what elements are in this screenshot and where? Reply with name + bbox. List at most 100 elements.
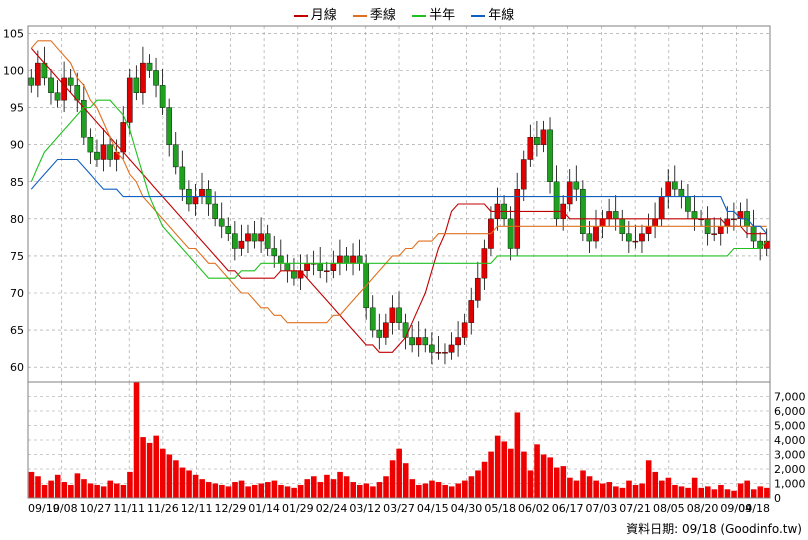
candle-body: [429, 344, 435, 353]
candle-body: [547, 129, 553, 182]
volume-bar: [219, 484, 225, 498]
candle-body: [455, 337, 461, 346]
volume-bar: [639, 483, 645, 498]
candle-body: [291, 270, 297, 279]
legend-label-halfyear: 半年: [429, 8, 456, 23]
volume-bar: [613, 486, 619, 498]
volume-bar: [179, 467, 186, 498]
candle-body: [599, 218, 606, 227]
candle-body: [28, 77, 35, 86]
candle-body: [383, 322, 389, 338]
date-tick-label: 08/20: [687, 502, 719, 515]
candle-body: [264, 233, 271, 249]
candle-body: [389, 307, 396, 323]
price-tick-label: 85: [10, 176, 24, 189]
volume-bar: [645, 460, 652, 498]
volume-bar: [757, 486, 764, 498]
candle-body: [350, 255, 356, 264]
volume-bar: [468, 476, 475, 498]
volume-bar: [429, 480, 435, 498]
volume-bar: [186, 470, 192, 498]
ma-line-0: [30, 47, 767, 353]
candle-body: [225, 226, 232, 234]
volume-bar: [376, 482, 383, 498]
volume-bar: [455, 483, 462, 498]
date-tick-label: 10/27: [80, 502, 112, 515]
ma-line-3: [30, 158, 768, 235]
legend-label-quarterly: 季線: [369, 8, 396, 23]
volume-bar: [547, 457, 553, 498]
date-tick-label: 06/02: [518, 502, 550, 515]
candle-body: [48, 77, 54, 93]
candle-body: [763, 240, 770, 249]
volume-bar: [311, 476, 317, 498]
volume-bar: [140, 437, 146, 498]
volume-bar: [435, 482, 442, 498]
volume-bar: [297, 484, 304, 498]
volume-bar: [284, 486, 291, 498]
candle-body: [507, 218, 514, 249]
candle-body: [409, 337, 415, 346]
candle-body: [35, 62, 41, 86]
volume-bar: [48, 480, 54, 498]
legend-swatch-yearly: [471, 14, 486, 17]
volume-bar: [632, 484, 639, 498]
candle-body: [87, 137, 94, 153]
date-tick-label: 04/15: [417, 502, 449, 515]
volume-bar: [133, 382, 140, 498]
volume-tick-label: 0: [774, 492, 781, 505]
volume-bar: [330, 479, 337, 498]
volume-tick-label: 3,000: [774, 449, 806, 462]
legend-label-yearly: 年線: [488, 8, 515, 23]
candle-body: [100, 144, 107, 160]
volume-bars: [28, 382, 770, 498]
date-tick-label: 09/19: [28, 502, 60, 515]
candle-body: [757, 240, 763, 249]
candle-body: [474, 277, 481, 301]
volume-bar: [343, 476, 350, 498]
volume-bar: [127, 471, 133, 498]
price-grid: [27, 26, 771, 382]
candle-body: [304, 263, 310, 271]
date-tick-label: 01/29: [282, 502, 314, 515]
volume-bar: [665, 477, 672, 498]
volume-bar: [494, 435, 501, 498]
candle-body: [625, 233, 632, 242]
candle-body: [593, 226, 599, 242]
volume-bar: [514, 412, 521, 498]
volume-bar: [462, 480, 468, 498]
volume-bar: [278, 484, 284, 498]
candle-body: [94, 151, 100, 160]
candle-body: [172, 144, 179, 168]
volume-bar: [593, 480, 599, 498]
price-axis: 60 65 70 75 80 85 90 95 100 105: [3, 27, 24, 374]
date-tick-label: 07/21: [619, 502, 651, 515]
candle-body: [724, 218, 731, 227]
volume-bar: [212, 483, 219, 498]
candle-body: [422, 337, 429, 346]
candle-body: [435, 352, 442, 354]
candle-body: [711, 233, 718, 235]
date-tick-label: 03/12: [349, 502, 381, 515]
data-date-footer: 資料日期: 09/18 (Goodinfo.tw): [626, 522, 802, 536]
volume-bar: [508, 448, 514, 498]
candle-body: [238, 240, 245, 249]
candle-body: [153, 70, 159, 86]
ma-line-2: [30, 99, 768, 279]
volume-bar: [744, 480, 750, 498]
candle-body: [179, 166, 186, 190]
date-tick-label: 09/18: [738, 502, 770, 515]
candle-body: [691, 211, 698, 220]
candle-body: [645, 226, 652, 234]
volume-bar: [527, 470, 534, 498]
volume-frame: [27, 381, 771, 499]
date-tick-label: 12/11: [181, 502, 213, 515]
candle-body: [717, 226, 724, 234]
price-tick-label: 95: [10, 102, 24, 115]
volume-bar: [488, 451, 494, 498]
volume-bar: [232, 482, 238, 498]
volume-bar: [422, 483, 429, 498]
volume-bar: [291, 487, 297, 498]
volume-bar: [81, 479, 87, 498]
